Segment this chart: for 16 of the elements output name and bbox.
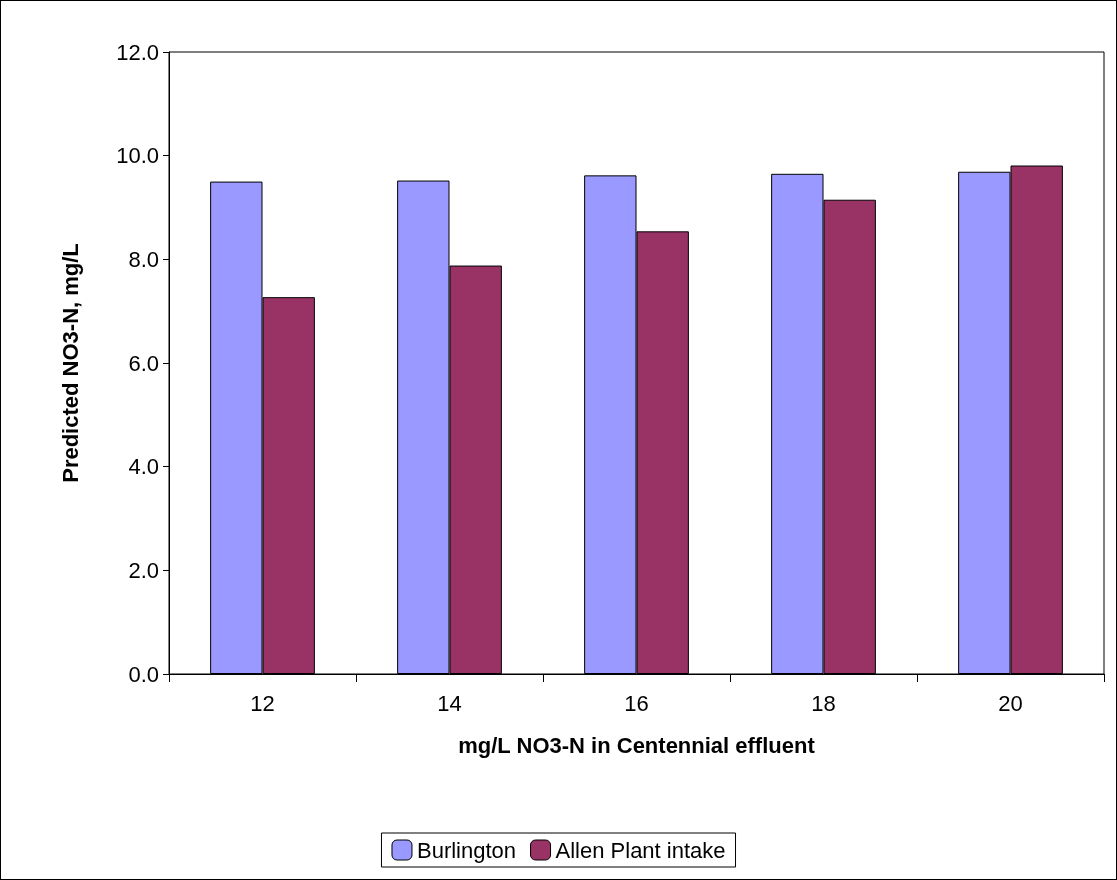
- legend-label: Allen Plant intake: [555, 837, 726, 863]
- y-tick-label: 6.0: [128, 350, 159, 376]
- x-tick-label: 18: [811, 690, 836, 716]
- legend-label: Burlington: [416, 837, 517, 863]
- x-tick-label: 16: [624, 690, 649, 716]
- x-axis-title: mg/L NO3-N in Centennial effluent: [458, 732, 816, 758]
- x-tick-label: 12: [250, 690, 275, 716]
- x-tick-label: 14: [437, 690, 462, 716]
- y-tick-label: 0.0: [128, 661, 159, 687]
- y-tick-label: 8.0: [128, 246, 159, 272]
- y-tick-label: 2.0: [128, 557, 159, 583]
- y-tick-label: 10.0: [116, 143, 159, 169]
- y-tick-label: 4.0: [128, 454, 159, 480]
- y-tick-label: 12.0: [116, 39, 159, 65]
- y-axis-title: Predicted NO3-N, mg/L: [57, 243, 83, 483]
- x-tick-label: 20: [998, 690, 1023, 716]
